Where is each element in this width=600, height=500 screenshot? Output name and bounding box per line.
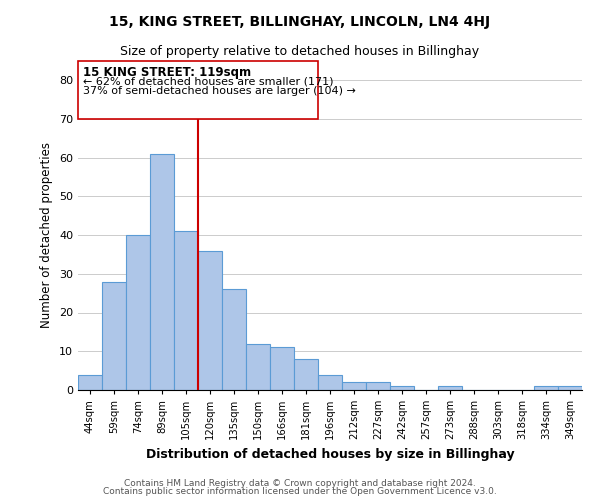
Bar bbox=[342, 382, 366, 390]
FancyBboxPatch shape bbox=[78, 60, 318, 118]
Bar bbox=[294, 359, 318, 390]
Bar bbox=[366, 382, 390, 390]
Text: 37% of semi-detached houses are larger (104) →: 37% of semi-detached houses are larger (… bbox=[83, 86, 356, 96]
Bar bbox=[78, 374, 102, 390]
Bar bbox=[150, 154, 174, 390]
Bar bbox=[318, 374, 342, 390]
X-axis label: Distribution of detached houses by size in Billinghay: Distribution of detached houses by size … bbox=[146, 448, 514, 460]
Bar bbox=[126, 235, 150, 390]
Bar bbox=[198, 250, 222, 390]
Bar bbox=[438, 386, 462, 390]
Text: 15, KING STREET, BILLINGHAY, LINCOLN, LN4 4HJ: 15, KING STREET, BILLINGHAY, LINCOLN, LN… bbox=[109, 15, 491, 29]
Bar bbox=[222, 289, 246, 390]
Y-axis label: Number of detached properties: Number of detached properties bbox=[40, 142, 53, 328]
Bar bbox=[174, 231, 198, 390]
Bar bbox=[102, 282, 126, 390]
Text: 15 KING STREET: 119sqm: 15 KING STREET: 119sqm bbox=[83, 66, 251, 80]
Text: ← 62% of detached houses are smaller (171): ← 62% of detached houses are smaller (17… bbox=[83, 76, 334, 86]
Bar bbox=[246, 344, 270, 390]
Bar bbox=[270, 348, 294, 390]
Bar bbox=[558, 386, 582, 390]
Text: Contains HM Land Registry data © Crown copyright and database right 2024.: Contains HM Land Registry data © Crown c… bbox=[124, 478, 476, 488]
Text: Size of property relative to detached houses in Billinghay: Size of property relative to detached ho… bbox=[121, 45, 479, 58]
Bar bbox=[534, 386, 558, 390]
Bar bbox=[390, 386, 414, 390]
Text: Contains public sector information licensed under the Open Government Licence v3: Contains public sector information licen… bbox=[103, 488, 497, 496]
